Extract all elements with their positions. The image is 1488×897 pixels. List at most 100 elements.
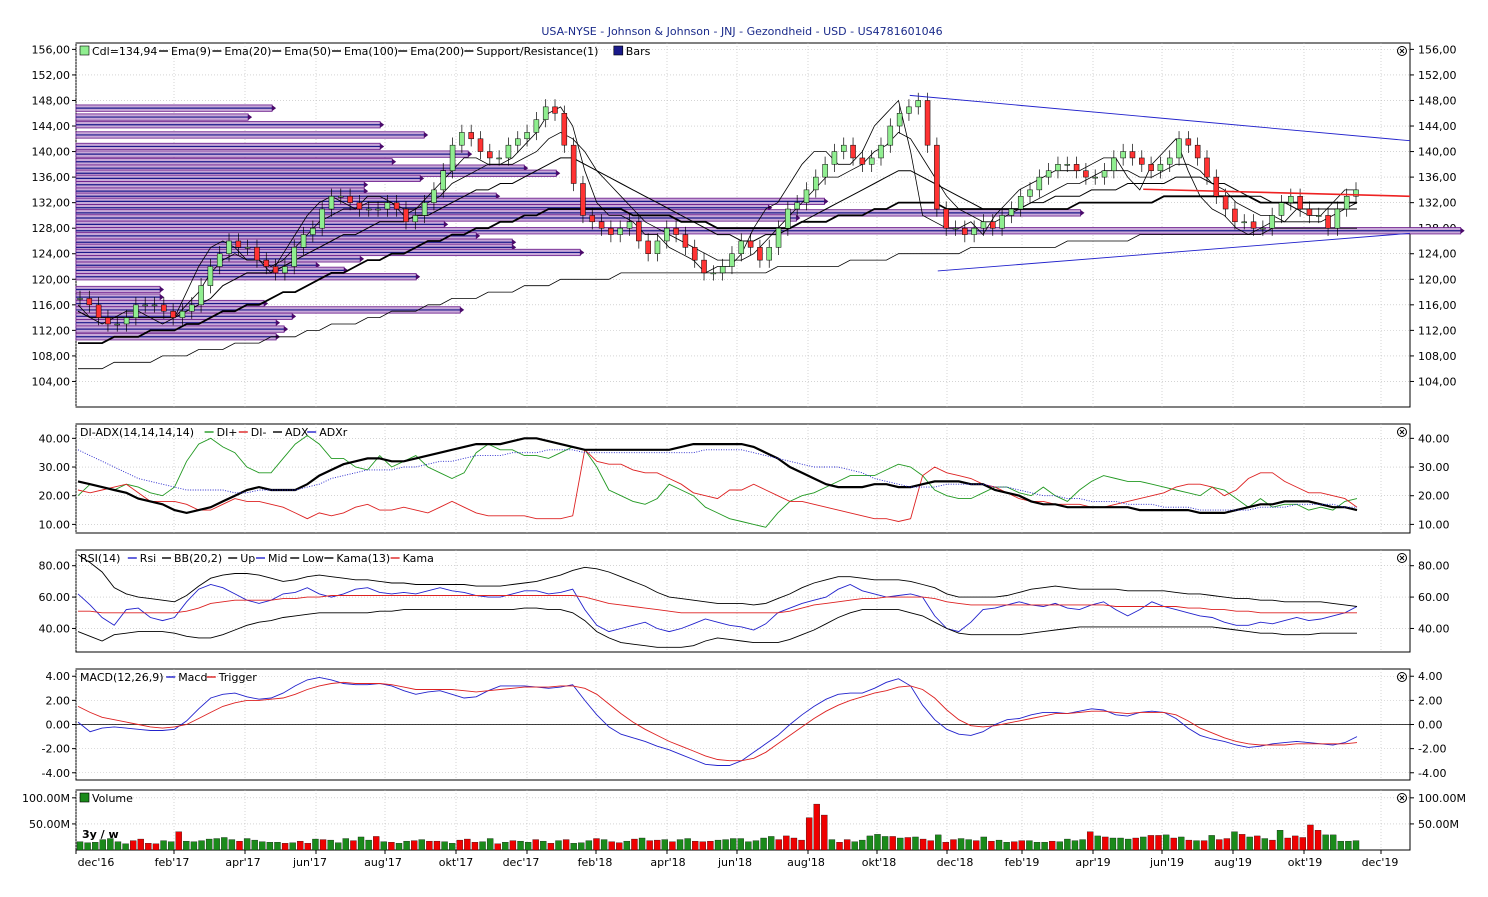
legend-label: DI-ADX(14,14,14,14) [80, 426, 194, 439]
volume-bar [167, 841, 175, 851]
candle [887, 125, 894, 146]
volume-bar [1216, 839, 1223, 851]
volume-bar [395, 843, 403, 851]
candle [86, 298, 93, 306]
candle [207, 266, 214, 286]
volume-bar [243, 838, 251, 851]
volume-profile-arrow [160, 286, 165, 293]
volume-bar [965, 839, 972, 851]
panel-macd: 4.00 4.00 2.00 2.00 0.00 0.00 -2.00 -2.00 -4.00 -… [42, 668, 1446, 781]
volume-bar [1330, 834, 1337, 851]
volume-profile-arrow [380, 143, 385, 150]
candle [1083, 170, 1089, 178]
legend-label: Trigger [218, 671, 257, 684]
volume-bar [684, 838, 691, 851]
legend-label: Ema(50) [284, 45, 331, 58]
volume-bar [1102, 836, 1109, 851]
volume-bar [775, 839, 782, 851]
volume-bar [1299, 837, 1307, 851]
legend-label: Up [240, 552, 255, 565]
y-tick-right: 80.00 [1418, 560, 1450, 573]
volume-bar [418, 839, 425, 851]
candle [803, 189, 810, 203]
candle [1278, 202, 1285, 216]
candle [1250, 221, 1257, 229]
volume-bar [836, 842, 843, 851]
volume-bar [335, 842, 342, 851]
candle [77, 298, 83, 300]
volume-bar [760, 837, 767, 851]
y-tick-left: 80.00 [39, 560, 71, 573]
y-tick-right: 4.00 [1418, 670, 1443, 683]
candle [943, 208, 949, 229]
candle [235, 240, 242, 248]
volume-bar [1307, 824, 1314, 851]
close-x-icon [1399, 555, 1405, 561]
x-tick-label: dec'19 [1362, 856, 1399, 869]
candle [999, 215, 1005, 229]
y-tick-right: 120,00 [1418, 273, 1457, 286]
volume-bar [1193, 840, 1200, 851]
trendline [909, 94, 1411, 142]
candle [1306, 208, 1313, 216]
candle [710, 272, 717, 275]
volume-bar [84, 842, 91, 851]
close-x-icon [1399, 674, 1405, 680]
series-line-di- [77, 448, 1358, 522]
candle [570, 144, 577, 184]
candle [934, 144, 940, 210]
candle [244, 247, 251, 249]
volume-profile-arrow [556, 170, 561, 177]
volume-profile-arrow [768, 204, 773, 211]
candle [421, 202, 428, 216]
candle [952, 227, 959, 230]
x-tick-label: jun'19 [1149, 856, 1184, 869]
volume-bar [441, 841, 448, 851]
legend-label: Volume [92, 792, 133, 805]
candle [971, 227, 977, 235]
candle [198, 285, 204, 306]
x-tick-label: aug'18 [787, 856, 825, 869]
volume-bar [540, 840, 547, 851]
volume-profile-arrow [316, 262, 321, 269]
volume-bar [950, 839, 957, 851]
y-tick-right: 50.00M [1418, 818, 1459, 831]
volume-profile-arrow [380, 121, 385, 128]
volume-bar [1337, 840, 1344, 851]
y-tick-right: -4.00 [1418, 767, 1446, 780]
volume-bar [631, 838, 638, 851]
candle [282, 266, 288, 274]
y-tick-right: 112,00 [1418, 324, 1457, 337]
volume-bar [426, 840, 433, 851]
legend-label: Cdl=134,94 [92, 45, 157, 58]
volume-bar [562, 839, 570, 851]
legend-label: Bars [626, 45, 651, 58]
candle [1315, 215, 1322, 217]
x-tick-label: feb'17 [155, 856, 190, 869]
candle [505, 144, 512, 159]
candle [617, 227, 623, 235]
candle [1045, 170, 1052, 178]
volume-bar [859, 839, 866, 851]
volume-bar [380, 841, 387, 851]
legend-label: DI- [251, 426, 267, 439]
candle [1222, 196, 1229, 210]
candle [1334, 208, 1341, 229]
candle [1260, 227, 1266, 230]
volume-bar [699, 841, 706, 851]
candle [813, 176, 819, 191]
volume-profile-arrow [524, 165, 529, 172]
candle [226, 240, 232, 254]
candle [440, 170, 446, 191]
volume-profile-arrow [512, 244, 517, 251]
x-tick-label: okt'17 [439, 856, 473, 869]
volume-bar [1064, 838, 1071, 851]
candle [487, 151, 493, 159]
x-tick-label: dec'17 [503, 856, 540, 869]
candle [403, 208, 409, 223]
square-icon [613, 45, 624, 56]
y-tick-right: 116,00 [1418, 299, 1457, 312]
volume-bar [183, 840, 190, 851]
y-tick-left: 10.00 [39, 518, 71, 531]
volume-bar [190, 841, 198, 851]
